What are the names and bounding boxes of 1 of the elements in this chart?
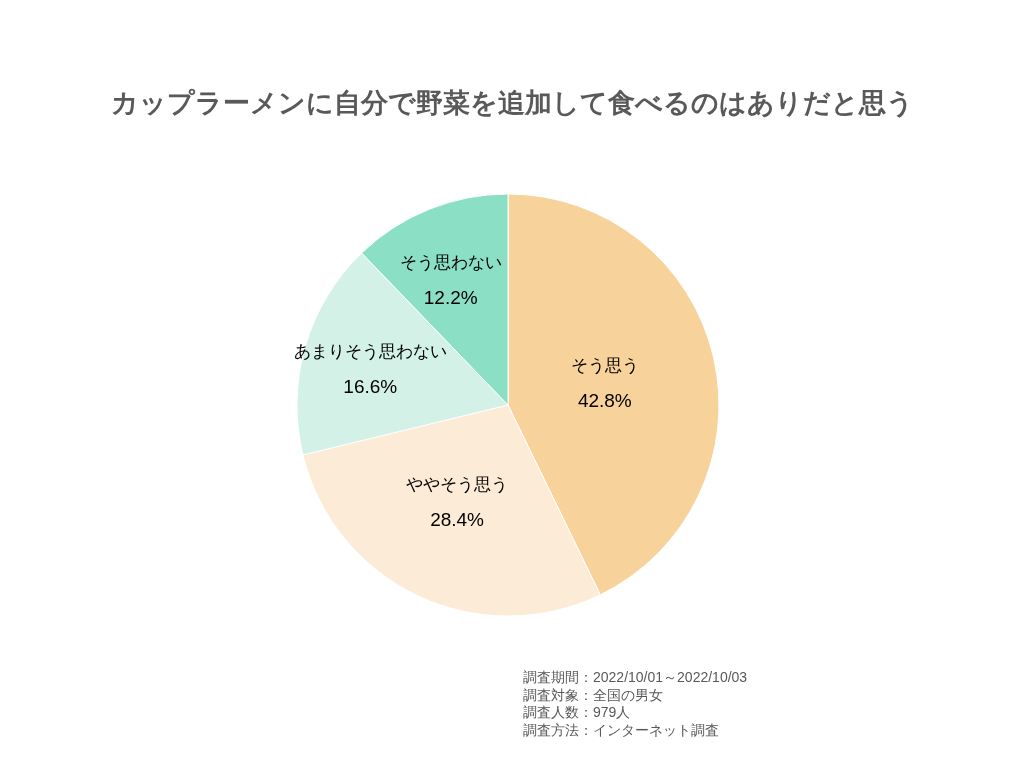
title: カップラーメンに自分で野菜を追加して食べるのはありだと思う: [110, 88, 914, 118]
